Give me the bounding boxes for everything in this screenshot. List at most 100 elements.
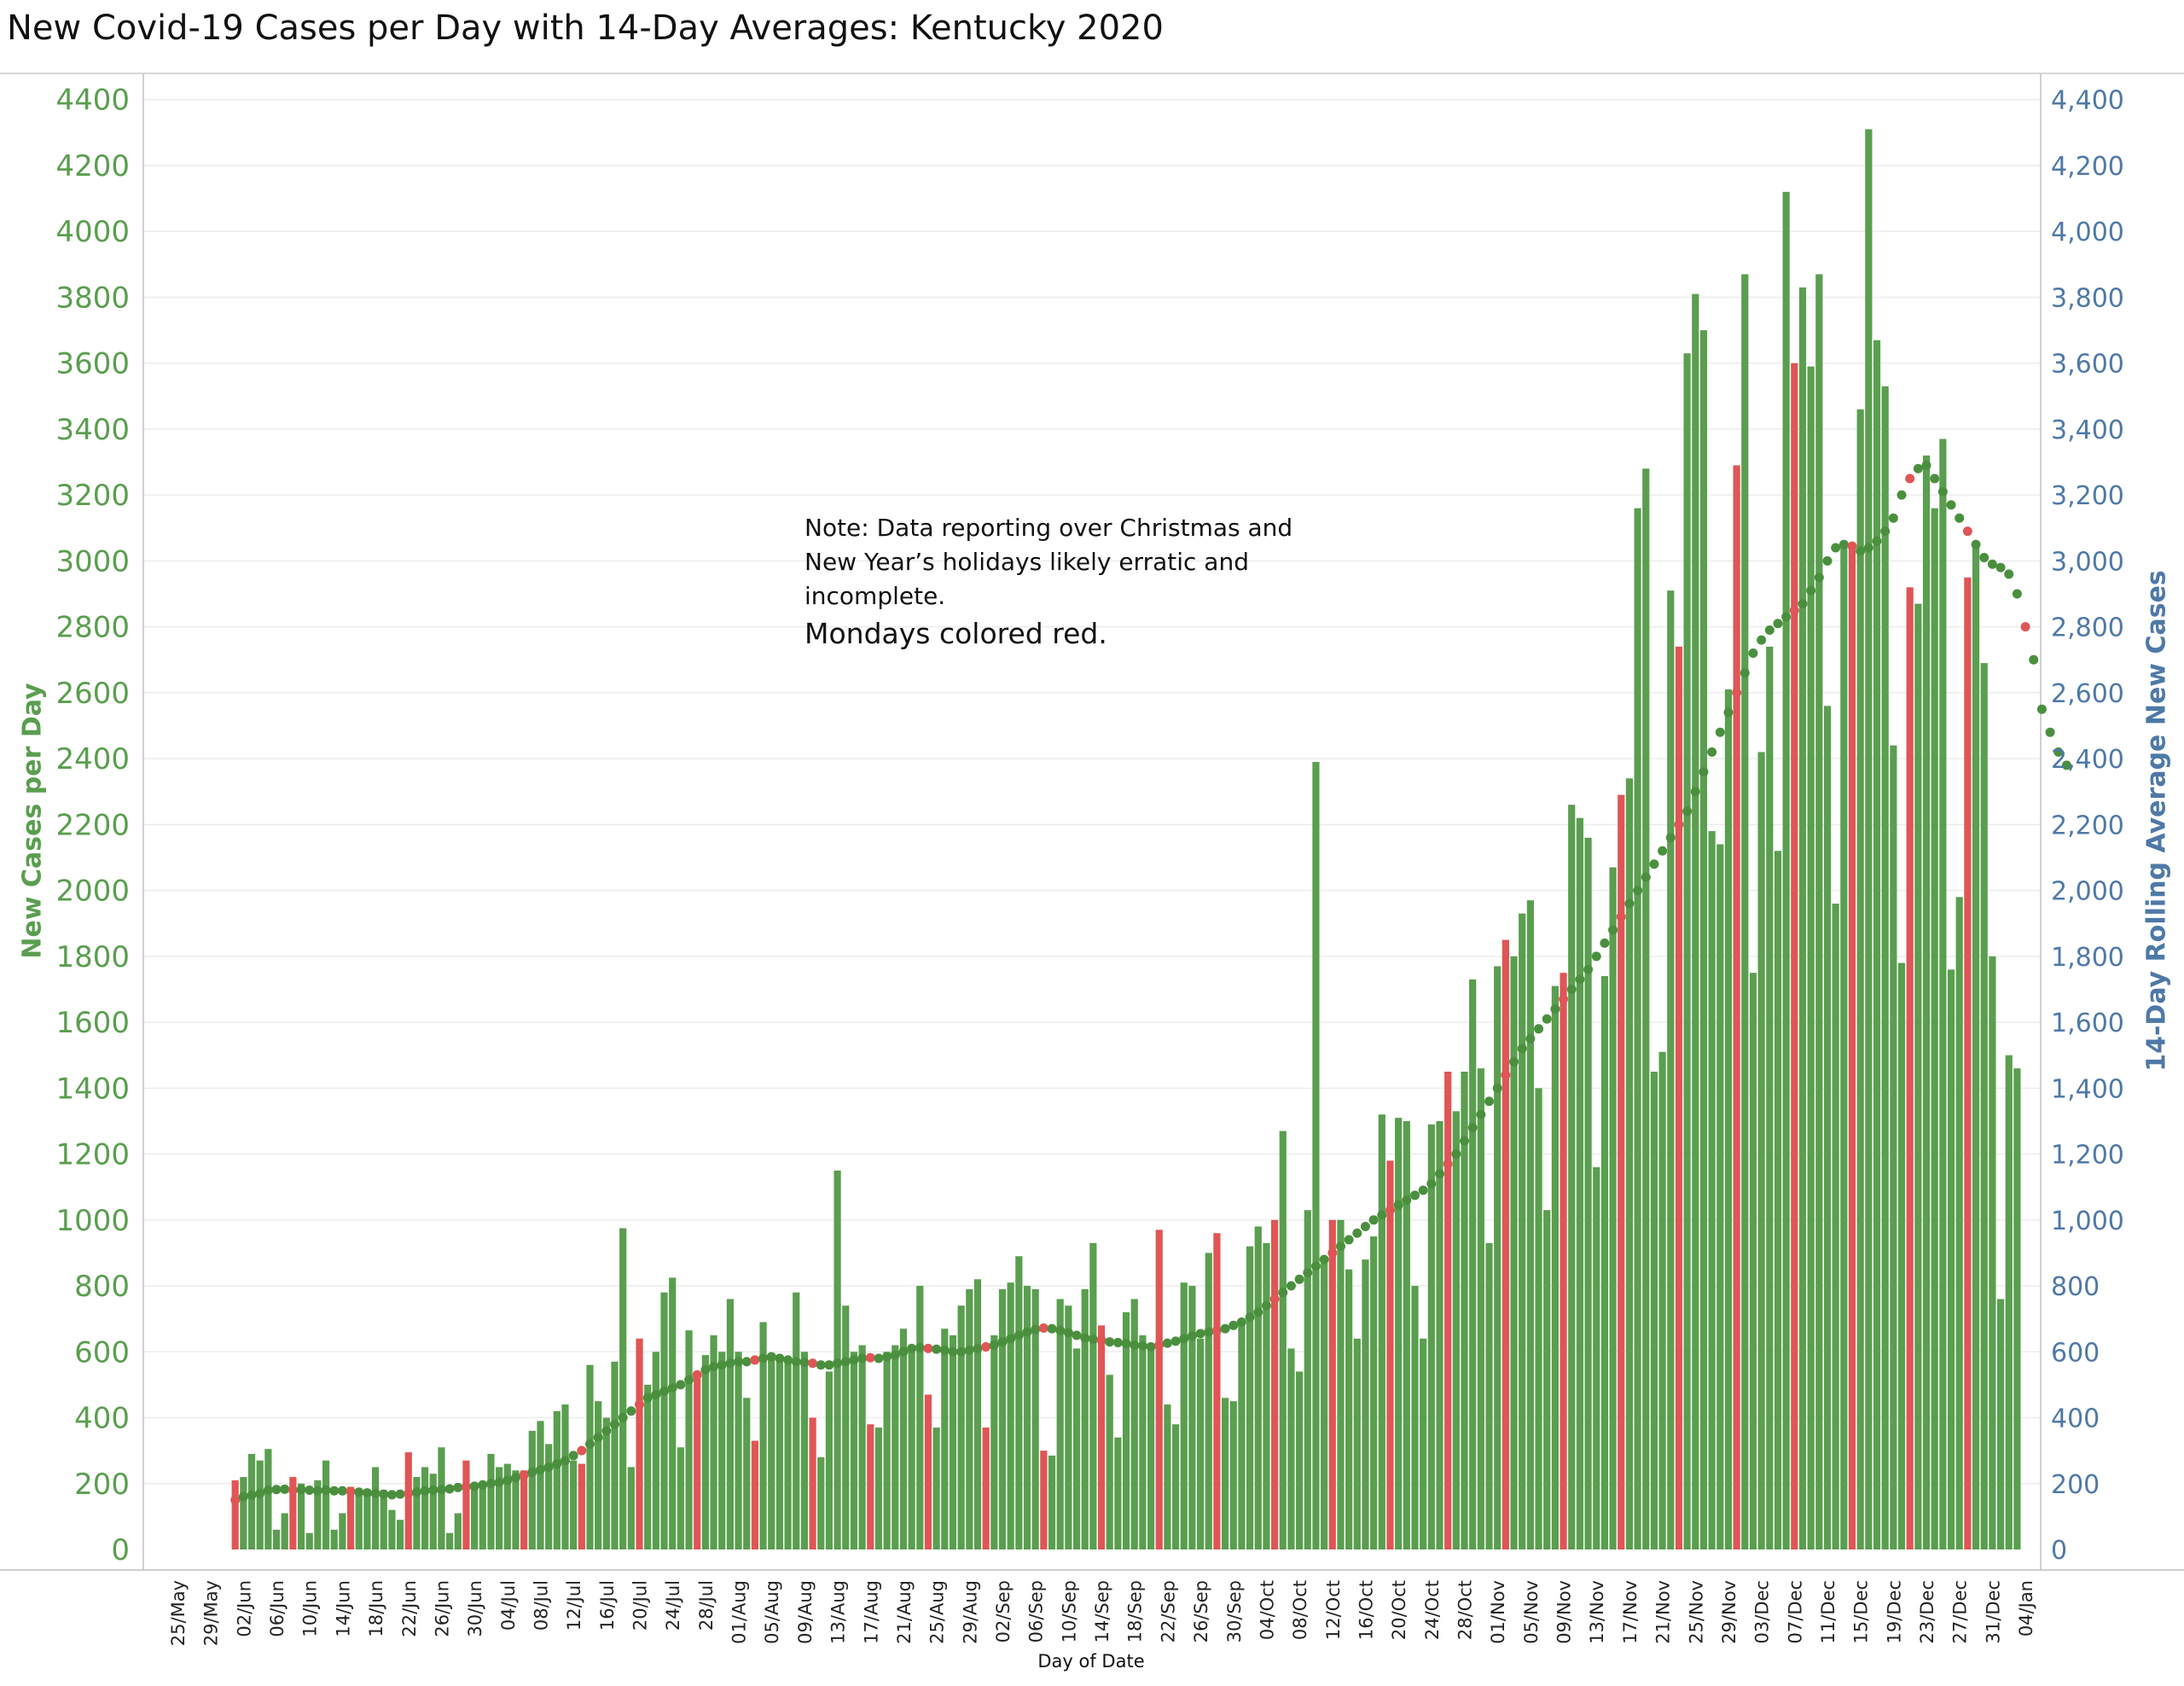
x-tick-label: 24/Jul: [663, 1580, 683, 1631]
average-dot-monday: [1962, 526, 1972, 537]
average-dot: [510, 1473, 520, 1483]
average-dot: [1055, 1325, 1066, 1335]
x-axis-title: Day of Date: [1037, 1651, 1145, 1671]
bar: [1947, 969, 1955, 1549]
average-dot: [1253, 1307, 1263, 1317]
bar: [1122, 1311, 1130, 1549]
bar: [305, 1532, 313, 1549]
bar: [1353, 1338, 1361, 1549]
bar: [272, 1529, 281, 1549]
average-dot: [1856, 546, 1866, 556]
bar: [1815, 274, 1823, 1549]
average-dot: [411, 1487, 421, 1497]
bar: [858, 1345, 866, 1549]
average-dot: [478, 1480, 488, 1490]
average-dot: [816, 1360, 826, 1370]
bar-monday: [1040, 1451, 1048, 1549]
average-dot: [791, 1357, 801, 1367]
bar: [1642, 468, 1650, 1550]
x-tick-label: 30/Jun: [465, 1580, 485, 1637]
bar-monday: [1791, 363, 1798, 1550]
bar: [1139, 1334, 1147, 1549]
bar: [701, 1355, 709, 1549]
x-tick-label: 18/Sep: [1125, 1580, 1146, 1642]
bar: [1741, 274, 1749, 1549]
average-dot: [1047, 1323, 1057, 1334]
bar: [1279, 1131, 1287, 1549]
bar: [496, 1467, 503, 1549]
bar: [1461, 1072, 1468, 1549]
left-tick-label: 600: [74, 1335, 130, 1369]
average-dot: [305, 1485, 315, 1495]
x-tick-label: 09/Aug: [795, 1580, 816, 1644]
average-dot: [1707, 747, 1717, 757]
average-dot: [263, 1485, 273, 1495]
average-dot: [1435, 1169, 1445, 1179]
bar: [619, 1228, 627, 1549]
average-dot: [1130, 1340, 1140, 1351]
average-dot-monday: [1674, 819, 1684, 829]
x-tick-label: 13/Aug: [828, 1580, 849, 1644]
bar: [1683, 353, 1691, 1549]
bar: [1171, 1424, 1180, 1549]
x-tick-label: 23/Dec: [1917, 1580, 1937, 1643]
bar: [388, 1509, 396, 1549]
bar: [438, 1447, 445, 1549]
bar: [1840, 544, 1848, 1549]
average-dot: [436, 1485, 446, 1495]
bar: [421, 1467, 429, 1549]
bar: [1890, 745, 1897, 1549]
average-dot: [379, 1489, 389, 1499]
x-tick-label: 30/Sep: [1224, 1580, 1245, 1642]
bar-monday: [867, 1424, 874, 1549]
average-dot: [420, 1485, 430, 1496]
left-tick-label: 3800: [55, 281, 130, 315]
average-dot-monday: [1385, 1205, 1395, 1215]
bar: [363, 1493, 371, 1549]
x-tick-label: 02/Sep: [993, 1580, 1014, 1642]
bar: [528, 1430, 536, 1549]
bar-monday: [1618, 794, 1625, 1549]
average-dot: [1492, 1083, 1502, 1093]
bar: [1922, 455, 1931, 1550]
average-dot: [1179, 1334, 1189, 1344]
right-tick-label: 3,200: [2051, 481, 2124, 511]
average-dot: [1170, 1336, 1181, 1346]
average-dot: [1930, 474, 1940, 484]
bar-monday: [1733, 465, 1740, 1549]
bar: [1634, 508, 1641, 1550]
bar: [1147, 1345, 1155, 1549]
bar: [314, 1480, 322, 1549]
bar-monday: [694, 1378, 701, 1549]
average-dot: [1690, 787, 1700, 797]
bar: [1411, 1286, 1419, 1549]
average-dot: [890, 1350, 900, 1360]
average-dot: [1236, 1317, 1246, 1328]
bar-monday: [924, 1394, 932, 1549]
average-dot: [1426, 1178, 1437, 1189]
bar: [380, 1490, 387, 1549]
bar: [1287, 1348, 1295, 1549]
bar: [966, 1288, 973, 1549]
average-dot: [667, 1383, 677, 1393]
average-dot: [1863, 543, 1873, 553]
note-line-2: New Year’s holidays likely erratic and: [804, 548, 1249, 576]
bar: [1403, 1120, 1410, 1549]
bar: [471, 1483, 479, 1549]
average-dot: [882, 1352, 892, 1362]
average-dot: [337, 1485, 347, 1496]
left-tick-label: 400: [74, 1402, 130, 1436]
average-dot: [1566, 984, 1577, 994]
average-dot: [1764, 625, 1774, 636]
right-tick-label: 1,600: [2051, 1009, 2124, 1038]
bar: [1774, 851, 1782, 1549]
average-dot-monday: [288, 1485, 298, 1495]
average-dot: [1484, 1096, 1495, 1107]
average-dot: [238, 1491, 248, 1502]
bar: [330, 1529, 338, 1549]
bar: [1238, 1318, 1246, 1549]
bar: [908, 1352, 915, 1549]
right-tick-label: 3,000: [2051, 547, 2124, 577]
bar-monday: [1964, 577, 1972, 1550]
average-dot: [527, 1468, 537, 1478]
